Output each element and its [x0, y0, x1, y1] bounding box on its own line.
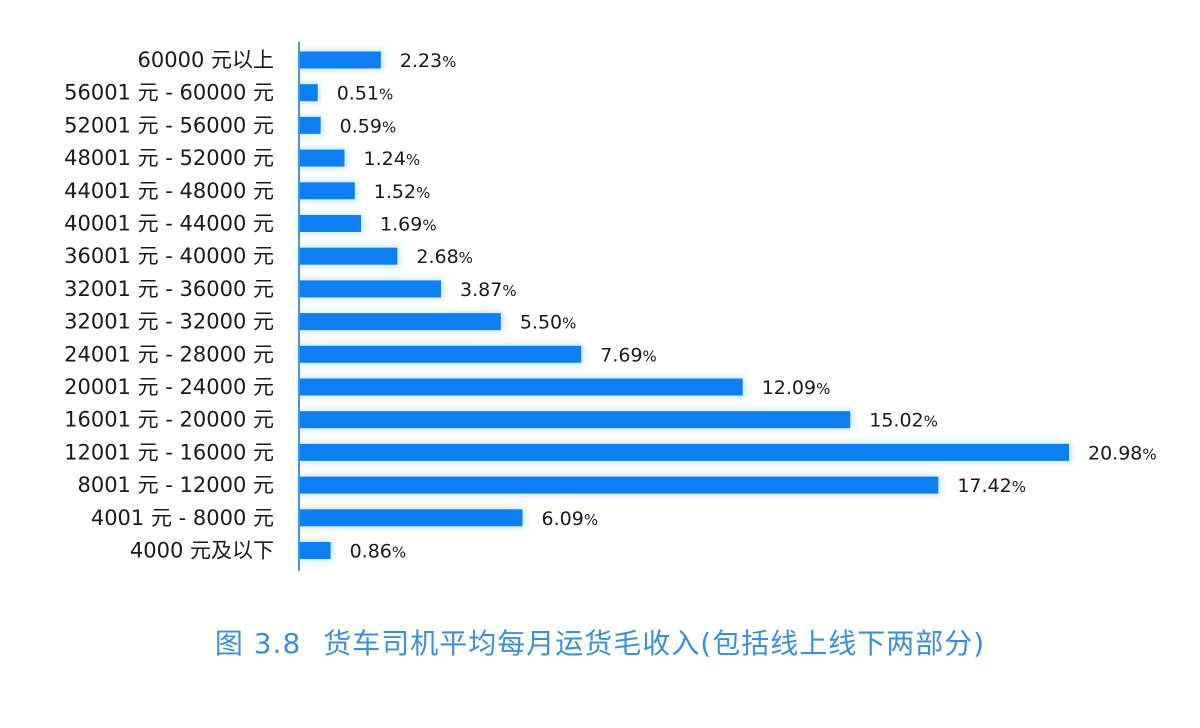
- data-label: 1.24%: [364, 148, 421, 170]
- category-label: 24001 元 - 28000 元: [64, 342, 274, 366]
- bar: [299, 51, 381, 69]
- figure-title: 货车司机平均每月运货毛收入(包括线上线下两部分): [323, 627, 986, 660]
- category-label: 52001 元 - 56000 元: [64, 113, 274, 137]
- category-label: 56001 元 - 60000 元: [64, 81, 274, 105]
- bar: [299, 182, 355, 200]
- bar: [299, 215, 362, 232]
- data-label: 0.51%: [337, 83, 394, 105]
- bar: [299, 378, 743, 396]
- bar: [299, 542, 331, 559]
- bar: [299, 411, 851, 429]
- bar: [299, 280, 442, 298]
- data-label: 1.52%: [374, 181, 431, 203]
- data-label: 15.02%: [869, 410, 938, 432]
- category-label: 8001 元 - 12000 元: [77, 473, 274, 497]
- category-label: 32001 元 - 36000 元: [64, 277, 274, 301]
- data-label: 1.69%: [380, 214, 437, 236]
- category-label: 16001 元 - 20000 元: [64, 408, 274, 432]
- data-label: 0.86%: [350, 541, 407, 563]
- data-label: 3.87%: [460, 279, 517, 301]
- bar: [299, 116, 321, 134]
- figure-number: 图 3.8: [214, 627, 302, 660]
- bar-chart: 60000 元以上 2.23% 56001 元 - 60000 元 0.51% 5200…: [64, 41, 1157, 571]
- data-label: 2.23%: [400, 50, 457, 72]
- data-label: 2.68%: [416, 246, 473, 268]
- data-label: 7.69%: [600, 344, 657, 366]
- category-label: 12001 元 - 16000 元: [64, 440, 274, 464]
- bar: [299, 476, 939, 494]
- figure-caption: 图 3.8 货车司机平均每月运货毛收入(包括线上线下两部分): [0, 622, 1200, 662]
- bar: [299, 149, 345, 167]
- bar: [299, 313, 501, 331]
- data-label: 20.98%: [1088, 442, 1157, 464]
- category-label: 36001 元 - 40000 元: [64, 244, 274, 268]
- category-label: 44001 元 - 48000 元: [64, 179, 274, 203]
- category-label: 48001 元 - 52000 元: [64, 146, 274, 170]
- category-label: 40001 元 - 44000 元: [64, 212, 274, 236]
- data-label: 17.42%: [957, 475, 1026, 497]
- data-label: 12.09%: [762, 377, 831, 399]
- category-label: 4001 元 - 8000 元: [91, 506, 274, 530]
- data-label: 0.59%: [340, 115, 397, 137]
- category-label: 32001 元 - 32000 元: [64, 310, 274, 334]
- bar: [299, 443, 1069, 461]
- bar: [299, 509, 523, 527]
- bar: [299, 247, 398, 265]
- category-label: 20001 元 - 24000 元: [64, 375, 274, 399]
- bar: [299, 345, 582, 363]
- data-label: 5.50%: [520, 312, 577, 334]
- category-label: 60000 元以上: [138, 48, 274, 72]
- data-label: 6.09%: [542, 508, 599, 530]
- bar: [299, 84, 318, 102]
- category-label: 4000 元及以下: [130, 539, 274, 563]
